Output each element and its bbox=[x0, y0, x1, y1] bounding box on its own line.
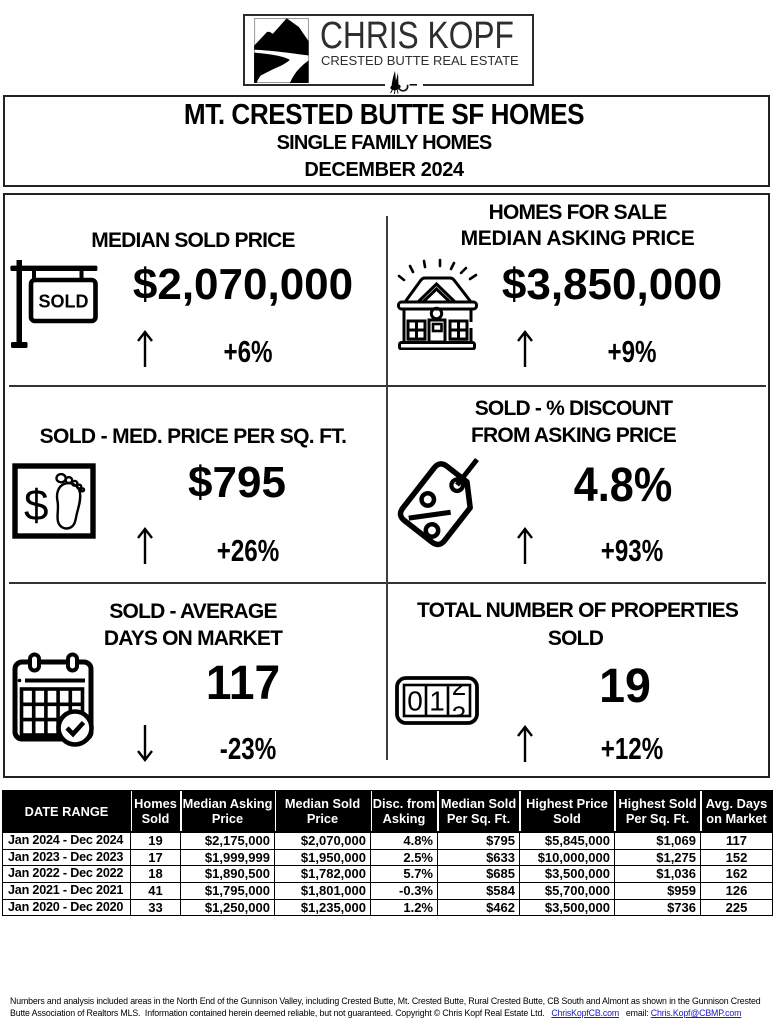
svg-text:1: 1 bbox=[429, 686, 445, 717]
svg-text:3: 3 bbox=[452, 701, 466, 726]
svg-text:$: $ bbox=[24, 481, 48, 530]
svg-text:SOLD: SOLD bbox=[38, 292, 88, 312]
svg-text:2: 2 bbox=[452, 676, 466, 701]
svg-text:0: 0 bbox=[407, 686, 423, 717]
